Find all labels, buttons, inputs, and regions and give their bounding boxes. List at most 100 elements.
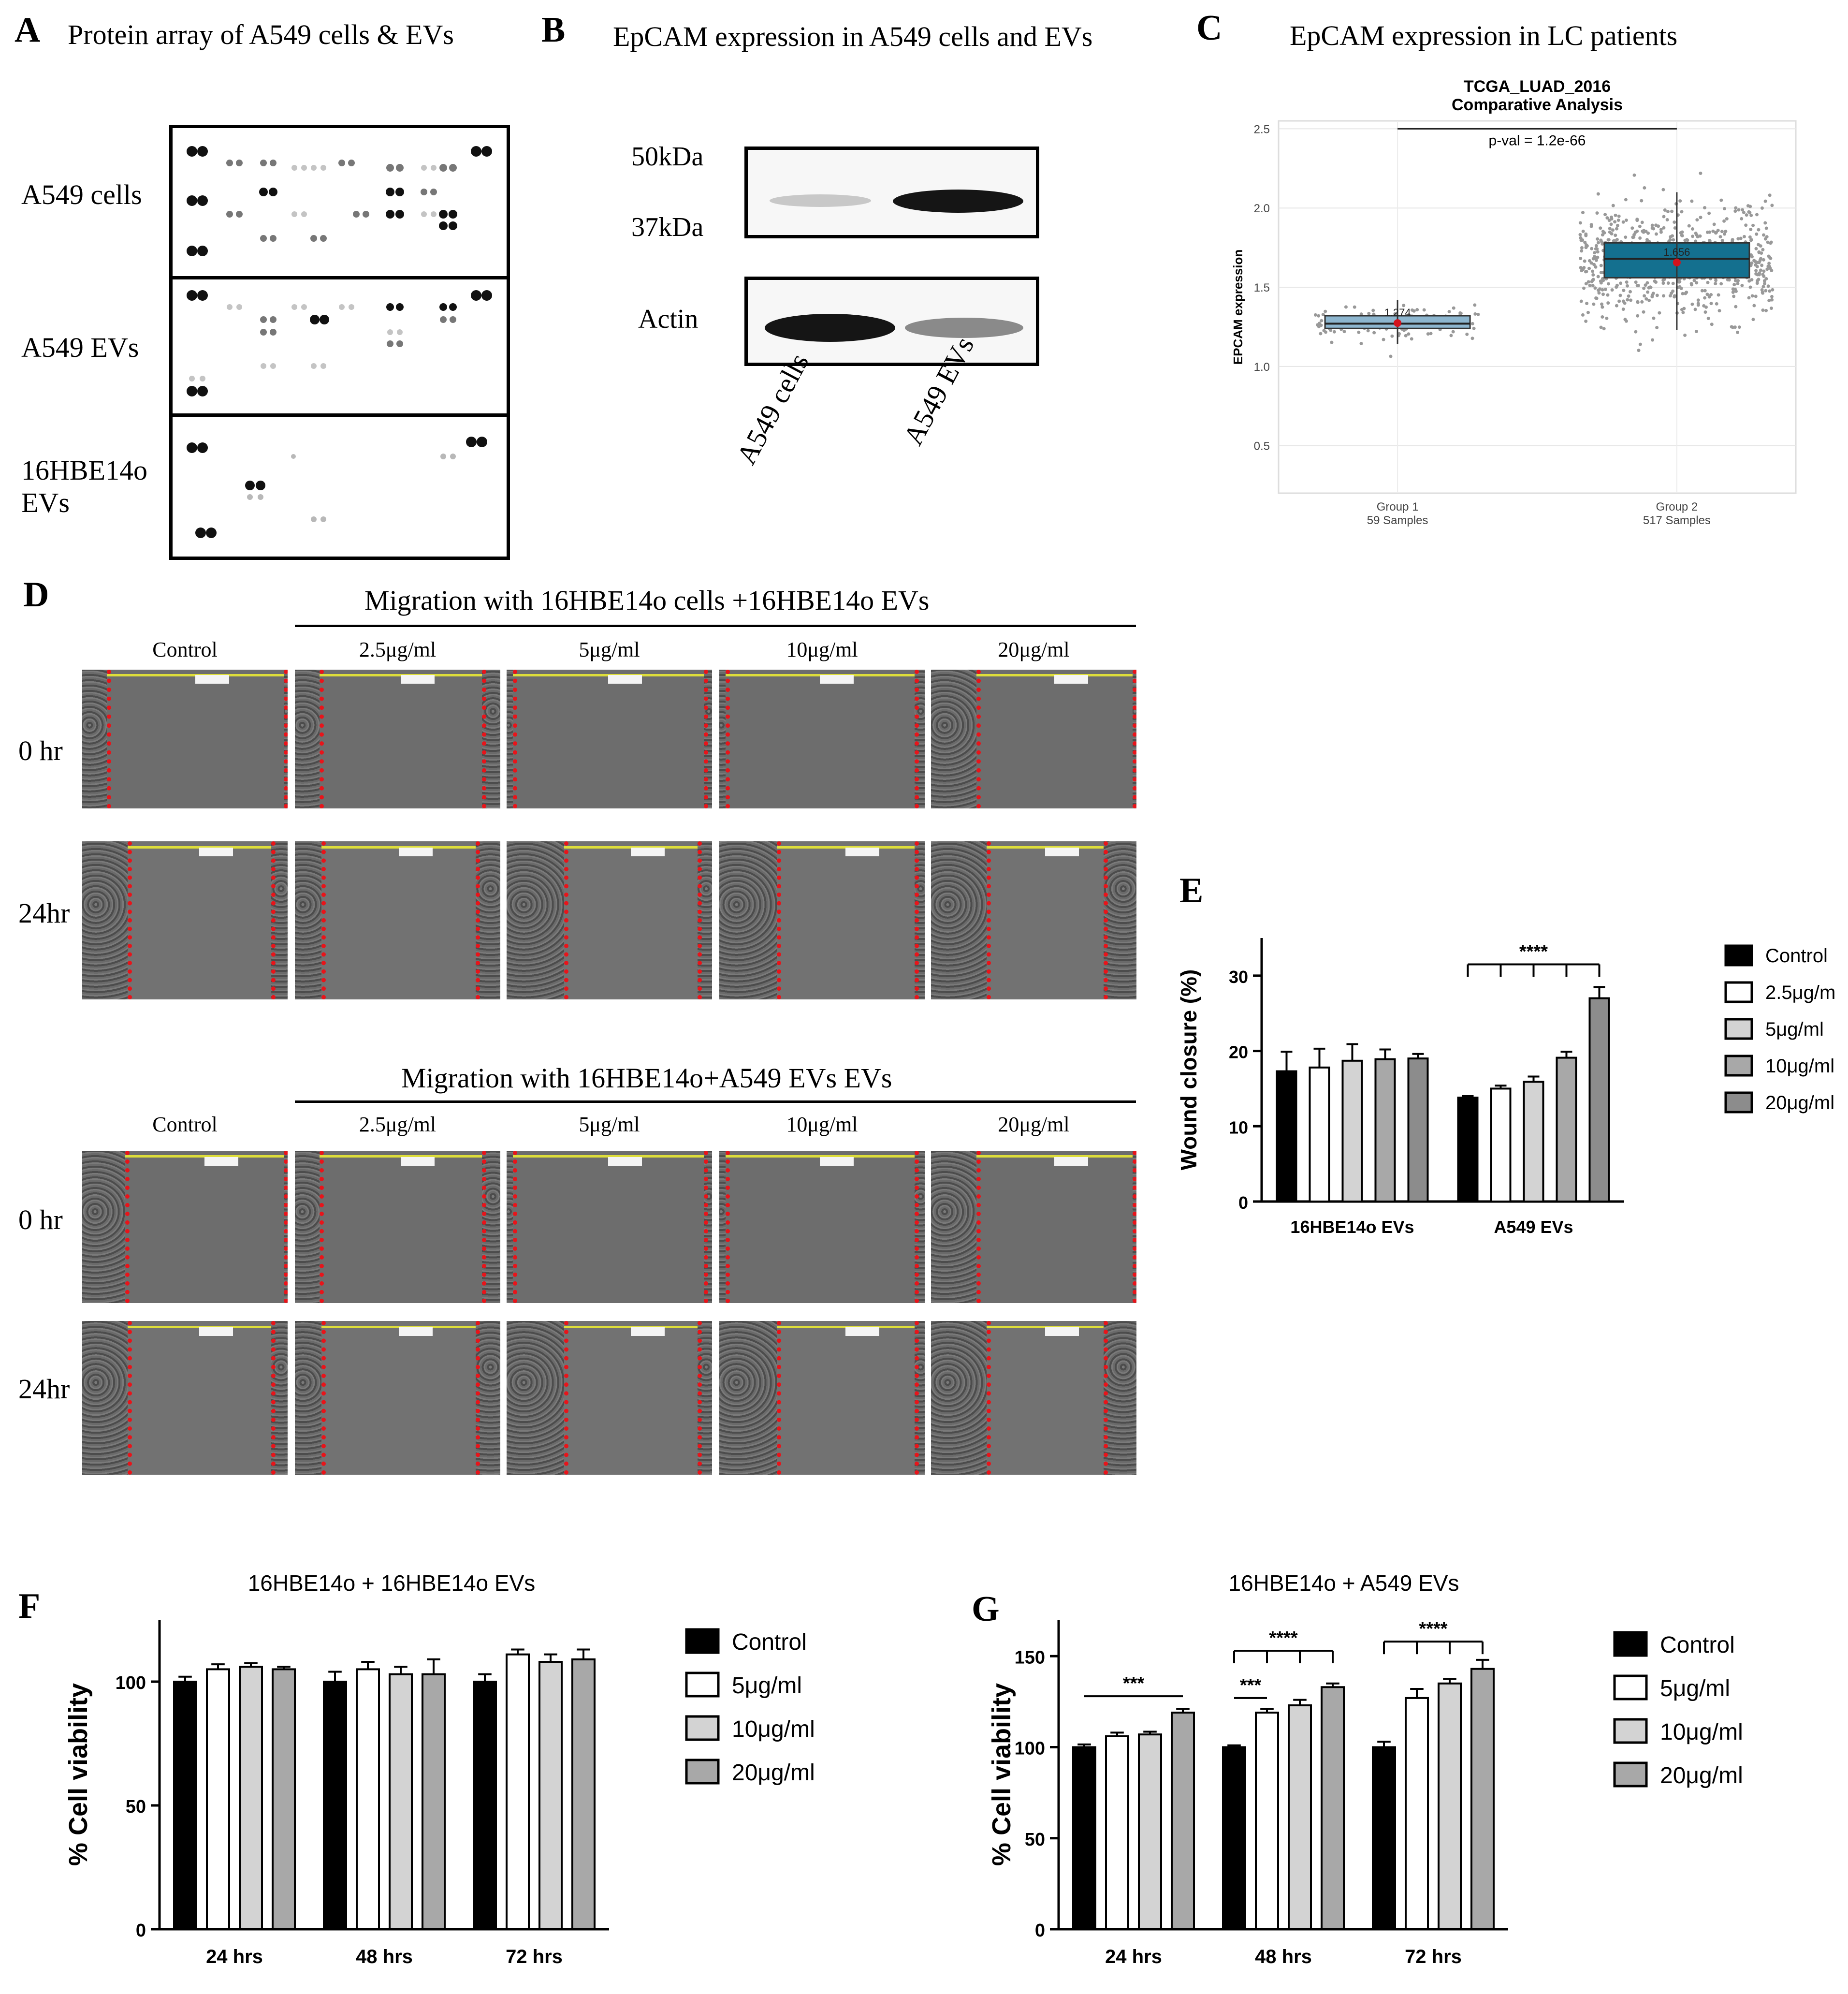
migration-top-col-4: 20μg/ml (998, 638, 1070, 661)
jitter-point (1767, 299, 1771, 303)
x-tick-label-1: Group 1 (1377, 500, 1419, 513)
bar-5gml-0 (1105, 1735, 1129, 1930)
jitter-point (1407, 332, 1411, 336)
cell-monolayer-left (507, 841, 564, 999)
wound-edge-right (698, 841, 702, 999)
jitter-point (1722, 219, 1726, 223)
jitter-point (1747, 296, 1751, 300)
jitter-point (1449, 334, 1453, 337)
wound-edge-right (1104, 841, 1108, 999)
jitter-point (1582, 265, 1586, 269)
panel-label-f: F (18, 1586, 41, 1626)
legend-label-3: 20μg/ml (732, 1760, 815, 1786)
jitter-point (1585, 270, 1588, 274)
jitter-point (1659, 230, 1663, 234)
scale-measure-line (320, 674, 482, 676)
bar-control-2 (1372, 1746, 1396, 1930)
jitter-point (1668, 294, 1672, 298)
jitter-point (1611, 228, 1615, 232)
bar-20gml-1 (422, 1673, 446, 1930)
jitter-point (1750, 261, 1754, 265)
jitter-point (1640, 220, 1644, 224)
jitter-point (1415, 308, 1419, 312)
jitter-point (1666, 209, 1670, 213)
legend-swatch-3 (1613, 1761, 1648, 1788)
bar-control-1 (1222, 1746, 1246, 1930)
jitter-point (1695, 281, 1699, 285)
legend-label-1: 2.5μg/ml (1765, 982, 1837, 1003)
bar-control-0 (173, 1681, 197, 1930)
jitter-point (1711, 229, 1715, 233)
legend-swatch-4 (1724, 1091, 1753, 1114)
jitter-point (1661, 294, 1665, 298)
jitter-point (1696, 298, 1700, 302)
wound-edge-left (512, 1151, 517, 1303)
jitter-point (1584, 232, 1588, 236)
jitter-point (1757, 250, 1761, 254)
cell-monolayer-left (507, 670, 513, 808)
jitter-point (1647, 298, 1651, 302)
significance-label: **** (1269, 1628, 1297, 1648)
jitter-point (1714, 231, 1718, 235)
jitter-point (1705, 293, 1709, 296)
jitter-point (1599, 226, 1602, 230)
jitter-point (1650, 223, 1654, 227)
jitter-point (1609, 222, 1613, 226)
micrograph-top-0hr-col-3 (719, 670, 925, 808)
panel-b-title: EpCAM expression in A549 cells and EVs (613, 21, 1093, 52)
jitter-point (1650, 293, 1654, 297)
y-axis-label: % Cell viability (64, 1683, 93, 1866)
jitter-point (1580, 249, 1584, 253)
wound-edge-left (125, 1151, 130, 1303)
scale-measure-line (986, 846, 1104, 849)
plot-area (1278, 120, 1797, 494)
cell-monolayer-right (1104, 841, 1136, 999)
jitter-point (1599, 279, 1602, 283)
wound-gap (512, 1151, 704, 1303)
wound-edge-left (564, 1321, 568, 1475)
sample-count-2: 517 Samples (1643, 514, 1711, 527)
jitter-point (1615, 304, 1618, 308)
jitter-point (1686, 238, 1689, 242)
jitter-point (1585, 244, 1589, 248)
jitter-point (1759, 268, 1763, 272)
jitter-point (1720, 230, 1724, 234)
scale-measure-line (725, 674, 915, 676)
jitter-point (1591, 273, 1595, 277)
jitter-point (1763, 221, 1767, 225)
jitter-point (1680, 234, 1684, 237)
wound-gap (725, 1151, 915, 1303)
migration-top-col-0: Control (152, 638, 218, 661)
jitter-point (1706, 316, 1710, 320)
jitter-point (1761, 285, 1765, 289)
wound-gap (321, 841, 476, 999)
jitter-point (1760, 264, 1764, 267)
jitter-point (1601, 279, 1605, 282)
jitter-point (1742, 235, 1746, 238)
bar-20gml-0 (1407, 1057, 1429, 1202)
jitter-point (1599, 264, 1603, 267)
jitter-point (1579, 256, 1583, 260)
jitter-point (1584, 319, 1588, 323)
mean-marker-2 (1673, 258, 1681, 266)
epcam-band-a549-evs (893, 190, 1023, 213)
jitter-point (1634, 280, 1638, 284)
significance-label: **** (1419, 1619, 1447, 1639)
jitter-point (1659, 228, 1663, 232)
jitter-point (1680, 308, 1684, 311)
wound-edge-left (564, 841, 568, 999)
jitter-point (1636, 284, 1640, 288)
jitter-point (1344, 305, 1348, 309)
scale-measure-line (564, 846, 698, 849)
jitter-point (1766, 284, 1770, 288)
scale-label-box (1045, 1327, 1079, 1336)
panel-label-e: E (1179, 871, 1204, 910)
scale-label-box (845, 1327, 880, 1336)
jitter-point (1581, 238, 1585, 242)
jitter-point (1733, 279, 1737, 282)
jitter-point (1683, 333, 1687, 337)
wound-edge-right (1132, 670, 1136, 808)
mean-label-1: 1.274 (1384, 307, 1411, 319)
cell-monolayer-left (295, 841, 322, 999)
jitter-point (1619, 281, 1623, 285)
